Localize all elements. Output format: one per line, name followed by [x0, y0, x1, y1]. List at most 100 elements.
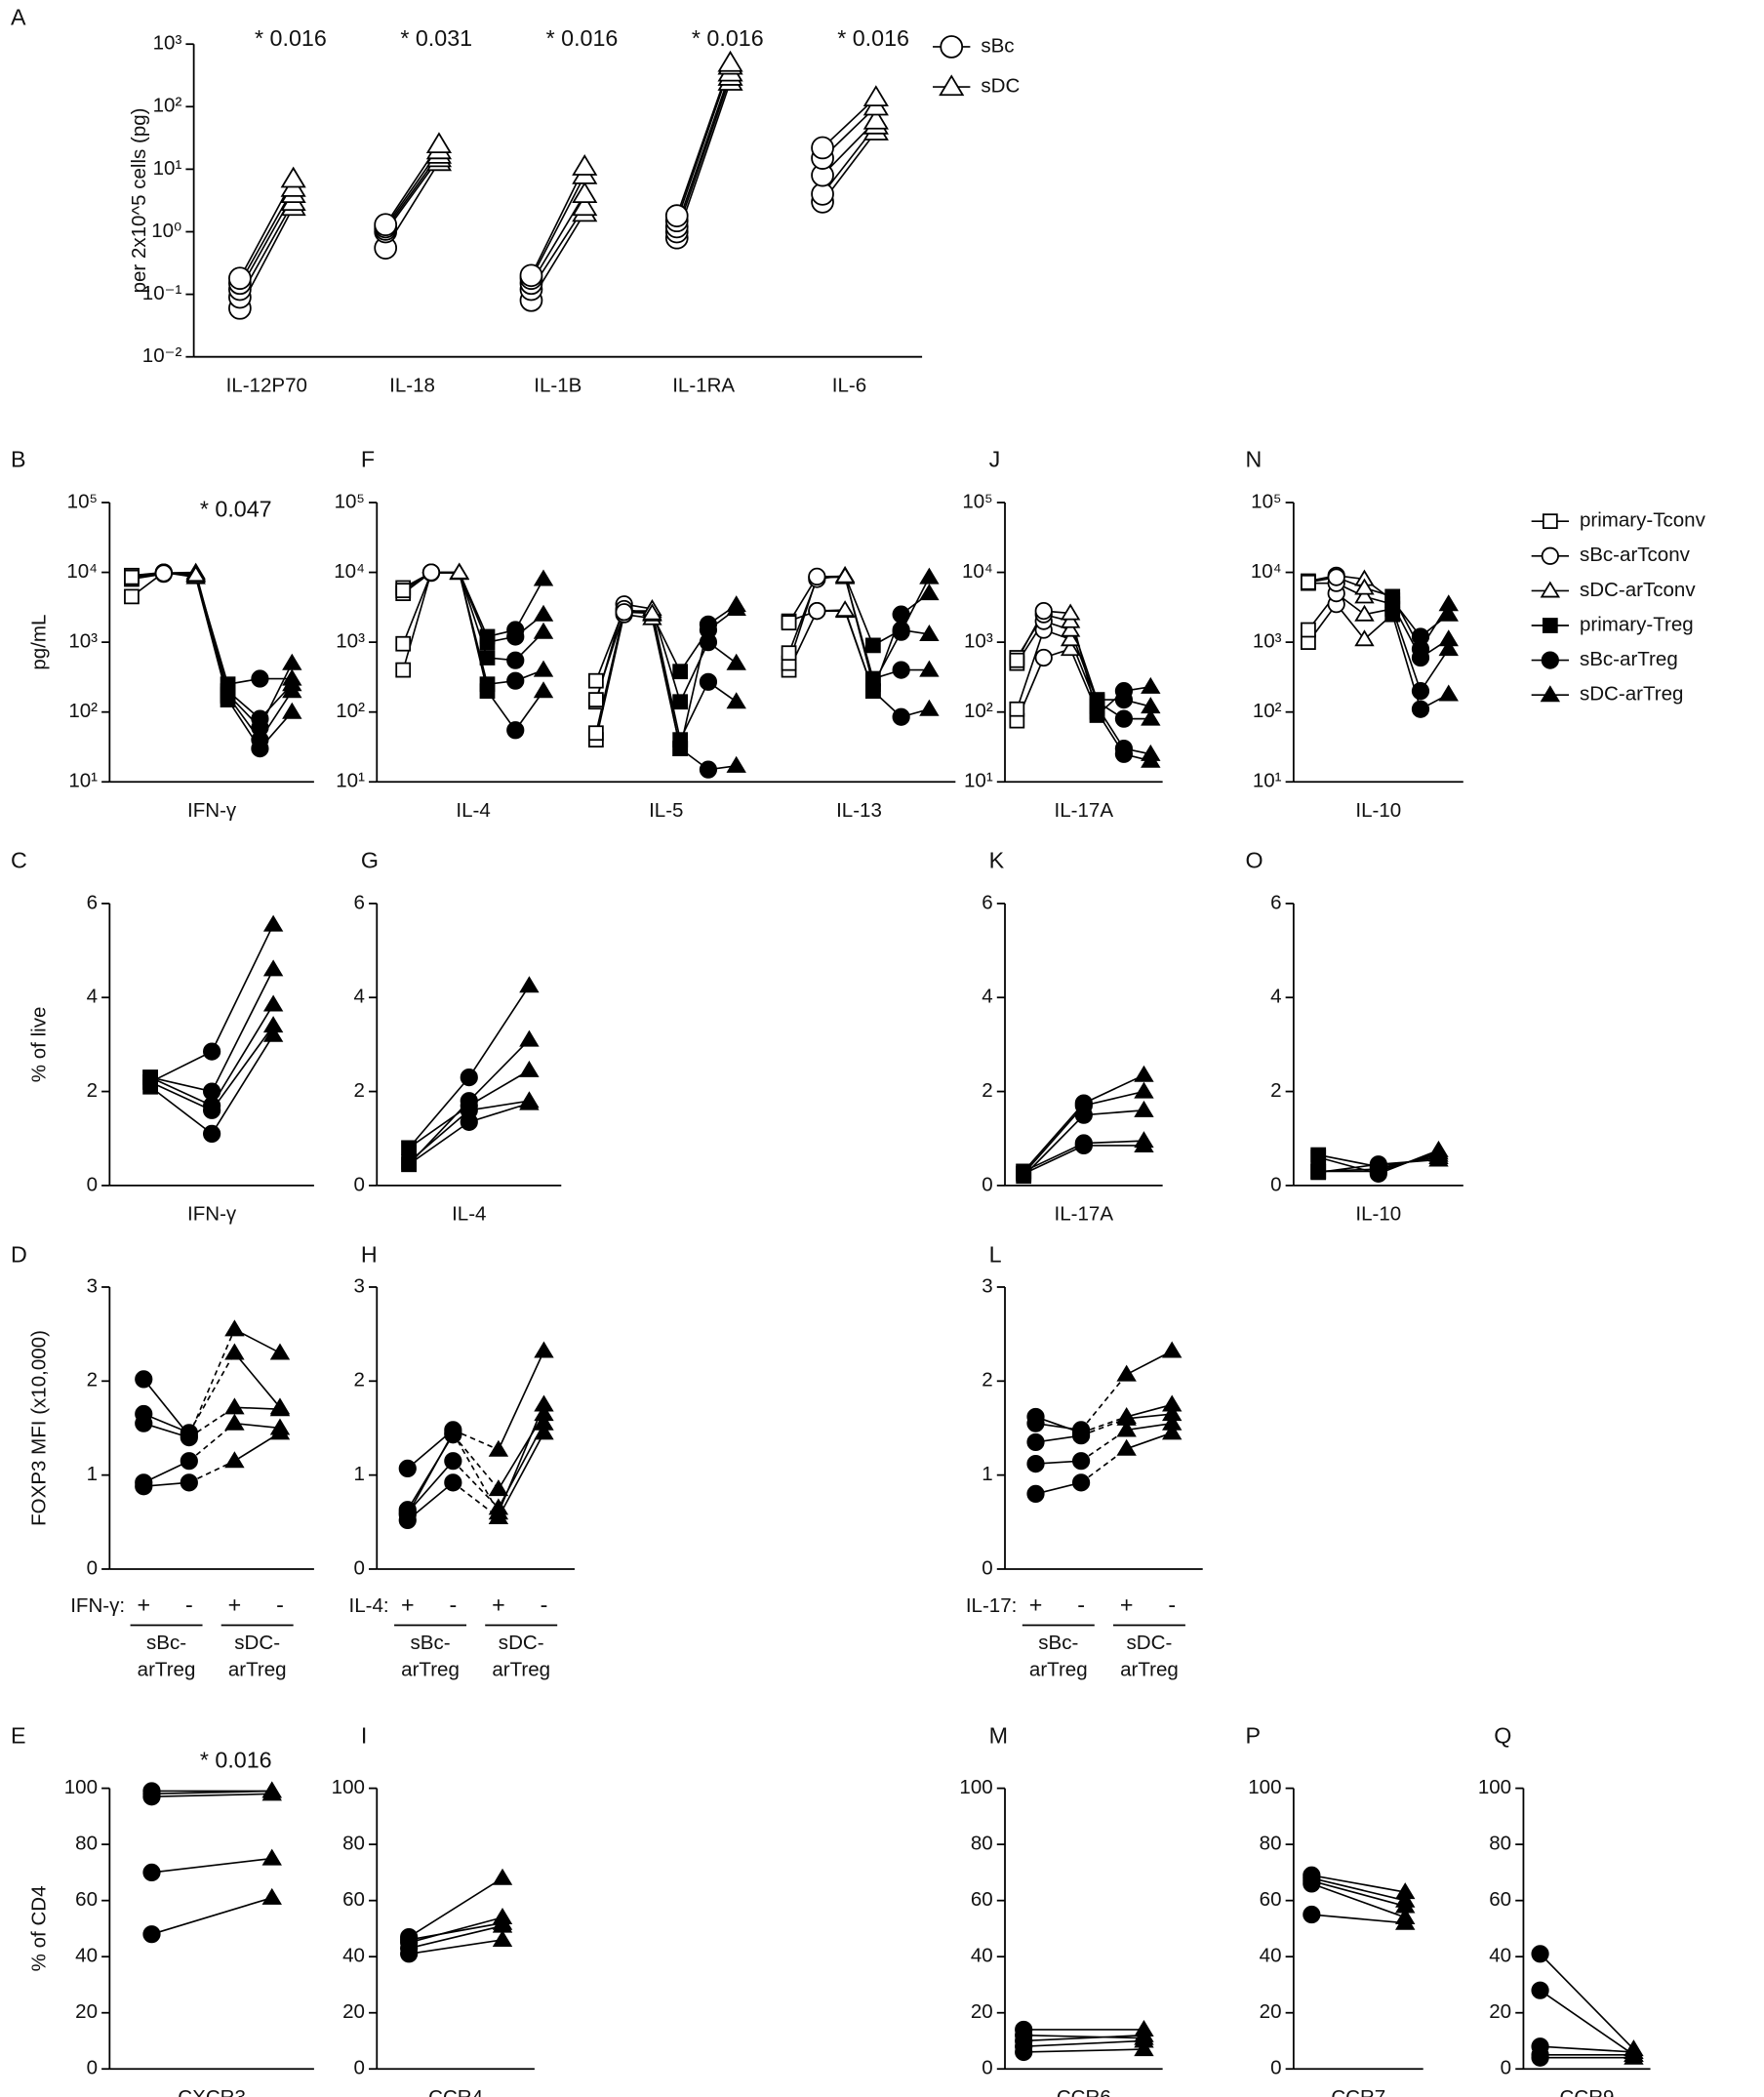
y-tick-label: 10² [964, 700, 993, 722]
y-tick-label: 2 [982, 1369, 992, 1391]
marker [269, 1397, 291, 1415]
donor-line [1378, 1153, 1439, 1170]
marker [401, 1140, 418, 1156]
y-tick-label: 10⁵ [1251, 490, 1281, 512]
donor-line [408, 1109, 470, 1163]
panel-letter: F [361, 447, 375, 472]
marker [919, 567, 940, 585]
marker [1162, 1423, 1183, 1440]
legend-marker [1540, 685, 1561, 703]
marker [282, 653, 302, 670]
y-tick-label: 40 [342, 1945, 365, 1967]
donor-line [407, 1432, 455, 1515]
marker [180, 1452, 198, 1471]
marker [726, 595, 746, 613]
y-tick-label: 2 [87, 1079, 98, 1102]
marker [395, 662, 412, 678]
y-axis-label: % of CD4 [28, 1885, 51, 1971]
donor-line [1311, 1914, 1406, 1924]
marker [224, 1397, 245, 1415]
donor-line [1023, 2034, 1144, 2042]
marker [251, 718, 269, 737]
y-tick-label: 60 [1260, 1888, 1282, 1911]
marker [142, 1074, 158, 1090]
group-label: arTreg [401, 1658, 460, 1680]
y-tick-label: 10⁴ [334, 560, 365, 583]
y-tick-label: 100 [1478, 1776, 1511, 1798]
group-label: arTreg [492, 1658, 550, 1680]
marker [864, 637, 881, 654]
marker [1531, 1981, 1549, 1999]
y-tick-label: 6 [87, 891, 98, 913]
panel-letter: G [361, 848, 379, 873]
marker [1438, 604, 1459, 622]
donor-line [1126, 1432, 1173, 1450]
donor-line [595, 614, 625, 741]
y-tick-label: 10⁴ [66, 560, 98, 583]
marker [444, 1473, 462, 1492]
marker [479, 628, 496, 645]
x-prefix: IL-17: [966, 1594, 1018, 1617]
column-label: - [449, 1592, 457, 1617]
legend-label: sDC-arTreg [1580, 683, 1683, 706]
marker [1303, 1905, 1321, 1924]
y-tick-label: 2 [354, 1079, 365, 1102]
marker [572, 181, 598, 204]
marker [519, 1060, 540, 1077]
annotation: * 0.031 [400, 25, 472, 51]
marker [262, 1025, 284, 1042]
marker [401, 1153, 418, 1170]
y-tick-label: 0 [87, 1556, 98, 1579]
marker [1071, 1473, 1091, 1492]
donor-line [1311, 1874, 1406, 1893]
panel-letter: C [11, 848, 27, 873]
y-tick-label: 0 [1270, 2057, 1281, 2079]
marker [1624, 2039, 1644, 2057]
marker [1438, 594, 1459, 612]
x-tick-label: IL-13 [836, 799, 882, 822]
y-tick-label: 80 [971, 1833, 993, 1855]
marker [588, 672, 604, 689]
marker [533, 660, 554, 677]
marker [261, 1887, 282, 1905]
panel-letter: N [1246, 447, 1263, 472]
marker [1074, 1094, 1093, 1112]
marker [1071, 1424, 1091, 1442]
marker [262, 959, 284, 977]
marker [892, 605, 910, 624]
donor-line [149, 1050, 213, 1083]
marker [460, 1068, 478, 1087]
x-prefix: IL-4: [349, 1594, 389, 1617]
marker [282, 668, 302, 686]
marker [1531, 2037, 1549, 2056]
panel-letter: M [989, 1723, 1008, 1749]
panel-letter: D [11, 1242, 27, 1268]
y-tick-label: 10⁻² [142, 344, 182, 367]
legend-marker [1542, 513, 1558, 530]
y-tick-label: 60 [971, 1888, 993, 1911]
donor-line [151, 1896, 272, 1935]
y-tick-label: 100 [332, 1776, 365, 1798]
donor-line [1023, 2039, 1144, 2048]
donor-line [211, 968, 274, 1092]
panel-letter: J [989, 447, 1001, 472]
donor-line [452, 1460, 500, 1509]
column-label: + [1029, 1592, 1043, 1617]
marker [1116, 1364, 1137, 1382]
marker [506, 671, 525, 690]
y-tick-label: 10⁴ [1251, 560, 1282, 583]
group-label: arTreg [228, 1658, 287, 1680]
marker [506, 621, 525, 639]
panel-letter: L [989, 1242, 1002, 1268]
marker [672, 741, 689, 756]
column-label: - [541, 1592, 548, 1617]
y-tick-label: 100 [1248, 1776, 1281, 1798]
y-tick-label: 3 [354, 1274, 365, 1297]
donor-line [408, 1105, 470, 1149]
y-tick-label: 0 [1270, 1173, 1281, 1195]
marker [479, 676, 496, 693]
donor-line [1022, 1103, 1085, 1172]
marker [699, 615, 718, 633]
donor-line [452, 1433, 500, 1490]
